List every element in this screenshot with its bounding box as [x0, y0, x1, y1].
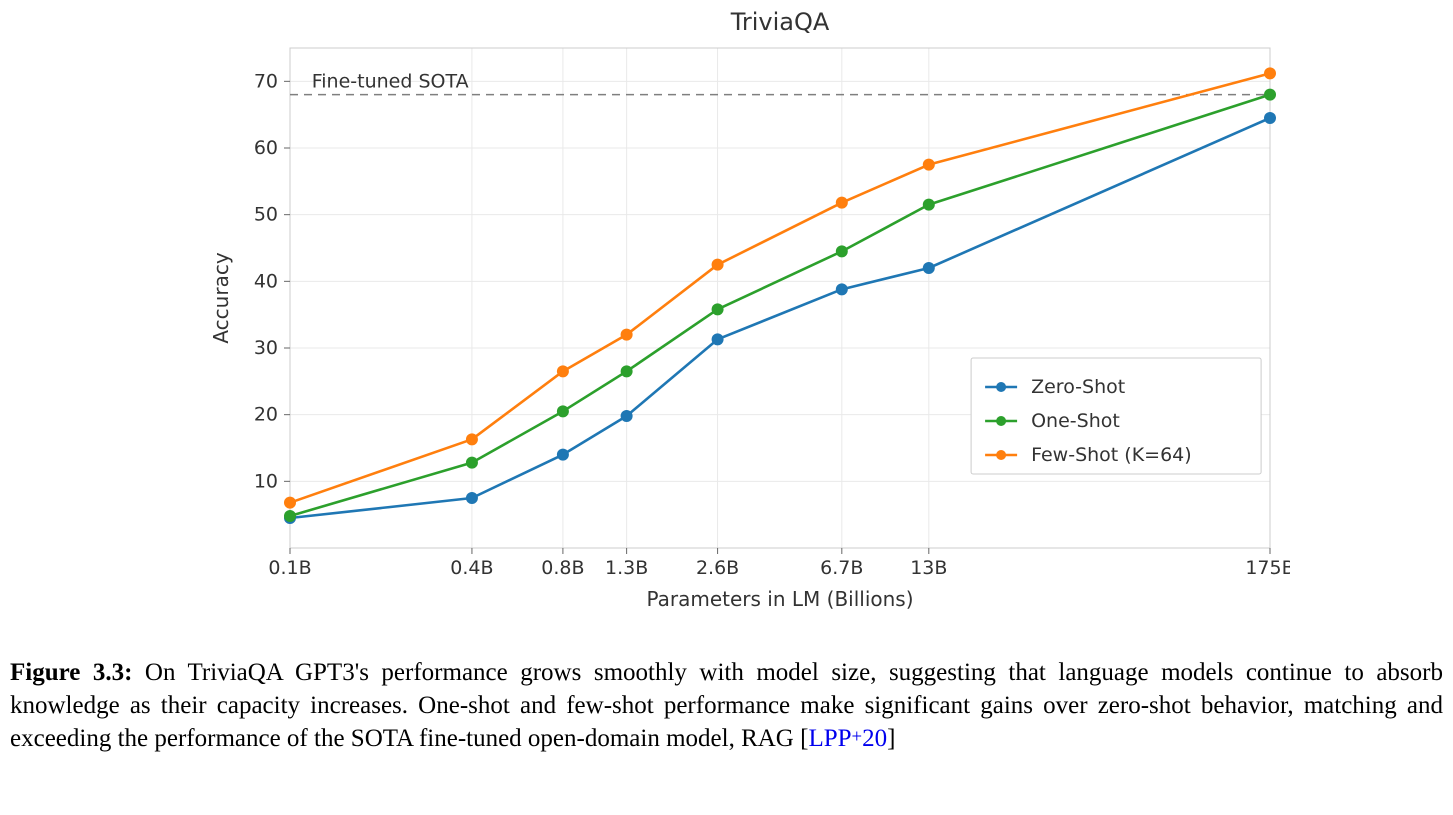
series-marker — [712, 259, 724, 271]
series-marker — [284, 497, 296, 509]
series-marker — [557, 365, 569, 377]
series-marker — [557, 449, 569, 461]
figure-caption: Figure 3.3: On TriviaQA GPT3's performan… — [10, 656, 1443, 755]
y-tick-label: 10 — [254, 470, 278, 492]
x-tick-label: 0.8B — [541, 557, 584, 579]
series-marker — [923, 159, 935, 171]
series-marker — [557, 405, 569, 417]
x-tick-label: 175B — [1245, 557, 1290, 579]
y-tick-label: 60 — [254, 137, 278, 159]
legend-label: Few-Shot (K=64) — [1031, 444, 1192, 466]
series-marker — [1264, 67, 1276, 79]
citation-text-pre: LPP — [808, 725, 851, 752]
series-marker — [466, 492, 478, 504]
series-marker — [621, 365, 633, 377]
series-marker — [836, 283, 848, 295]
page: Fine-tuned SOTA 0.1B 0.4B 0.8B 1.3B 2.6B 6.7B 1… — [0, 0, 1453, 815]
x-tick-label: 13B — [910, 557, 947, 579]
series-marker — [712, 303, 724, 315]
citation-text-post: 20 — [862, 725, 887, 752]
legend-label: Zero-Shot — [1031, 376, 1125, 398]
y-tick-label: 50 — [254, 204, 278, 226]
x-tick-label: 1.3B — [605, 557, 648, 579]
series-marker — [836, 197, 848, 209]
y-tick-label: 70 — [254, 70, 278, 92]
y-tick-label: 40 — [254, 270, 278, 292]
series-marker — [284, 510, 296, 522]
y-tick-label: 20 — [254, 404, 278, 426]
series-marker — [466, 433, 478, 445]
x-axis-label: Parameters in LM (Billions) — [646, 587, 913, 611]
legend-label: One-Shot — [1031, 410, 1120, 432]
series-marker — [836, 245, 848, 257]
y-axis-label: Accuracy — [209, 252, 233, 343]
caption-text: On TriviaQA GPT3's performance grows smo… — [10, 659, 1443, 752]
series-marker — [621, 410, 633, 422]
series-marker — [923, 199, 935, 211]
citation-superscript: + — [852, 726, 863, 747]
series-marker — [923, 262, 935, 274]
series-marker — [712, 333, 724, 345]
figure-label: Figure 3.3: — [10, 659, 132, 686]
chart-title: TriviaQA — [730, 8, 830, 36]
series-marker — [621, 329, 633, 341]
chart-container: Fine-tuned SOTA 0.1B 0.4B 0.8B 1.3B 2.6B 6.7B 1… — [170, 0, 1290, 640]
x-tick-label: 0.1B — [268, 557, 311, 579]
series-marker — [1264, 89, 1276, 101]
y-tick-label: 30 — [254, 337, 278, 359]
series-marker — [1264, 112, 1276, 124]
x-tick-label: 0.4B — [450, 557, 493, 579]
citation-link[interactable]: LPP+20 — [808, 725, 887, 752]
citation-bracket-close: ] — [887, 725, 895, 752]
triviaqa-line-chart: Fine-tuned SOTA 0.1B 0.4B 0.8B 1.3B 2.6B 6.7B 1… — [170, 0, 1290, 640]
series-marker — [466, 457, 478, 469]
x-tick-label: 6.7B — [820, 557, 863, 579]
legend: Zero-Shot One-Shot Few-Shot (K=64) — [971, 358, 1261, 474]
x-tick-label: 2.6B — [696, 557, 739, 579]
reference-line-label: Fine-tuned SOTA — [312, 71, 469, 93]
